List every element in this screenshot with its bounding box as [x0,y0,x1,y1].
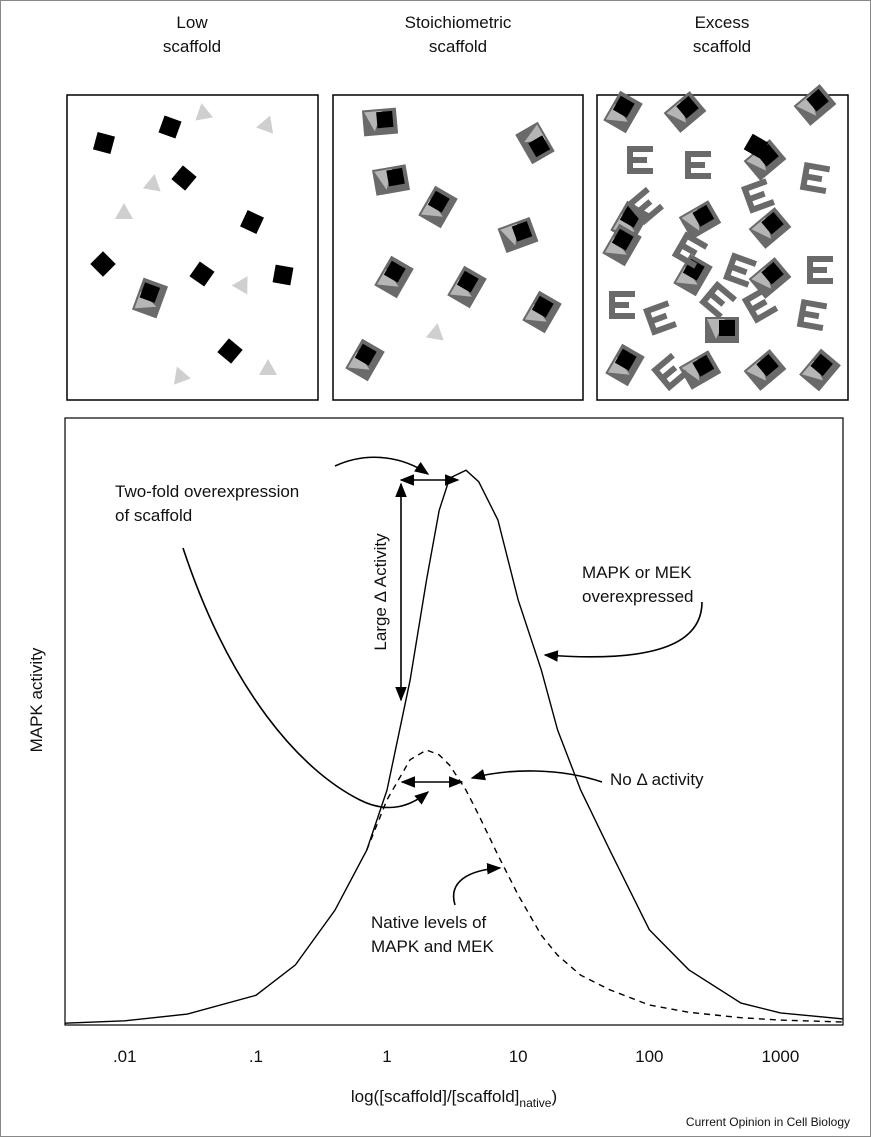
panel-title: Low [176,13,208,32]
panel-title: scaffold [429,37,487,56]
scaffold [651,353,689,391]
x-tick-label: .01 [113,1047,137,1066]
mek [168,363,190,384]
complex [744,349,787,391]
panel-title: Excess [695,13,750,32]
x-axis-label-part: native [519,1096,551,1110]
complex [794,84,837,126]
complex [447,266,487,308]
kinase [273,265,294,286]
complex [362,108,398,137]
scaffold [699,281,737,319]
scaffold [741,178,775,213]
mek [256,112,278,133]
scaffold [643,300,677,335]
annotation: MAPK and MEK [371,937,494,956]
complex [673,254,713,296]
x-axis-label-part: log([scaffold]/[scaffold] [351,1087,520,1106]
arrows [183,457,702,905]
complex [132,278,168,319]
x-axis-label-part: ) [551,1087,557,1106]
panel-title: scaffold [163,37,221,56]
scaffold [807,256,833,284]
scaffold [797,299,827,331]
mek [193,102,214,121]
complex [418,186,458,228]
scaffold [800,162,830,194]
kinase [240,210,264,234]
x-axis-label: log([scaffold]/[scaffold]native) [351,1087,557,1110]
figure: Current Opinion in Cell Biology Low scaff… [0,0,871,1137]
kinase [217,338,242,363]
annotation: MAPK or MEK [582,563,692,582]
y-axis-label: MAPK activity [27,647,46,752]
annotation: Two-fold overexpression [115,482,299,501]
x-tick-label: 100 [635,1047,663,1066]
annotation: Native levels of [371,913,487,932]
annotation: Large Δ Activity [371,533,390,651]
panel-title: Stoichiometric [405,13,512,32]
source-credit: Current Opinion in Cell Biology [686,1115,850,1129]
complex [799,349,841,392]
kinase [189,261,214,286]
complex [498,217,539,253]
kinase [171,165,196,190]
complex [522,291,562,333]
annotation: No Δ activity [610,770,704,789]
complex [705,317,739,343]
scaffold [627,146,653,174]
complex [515,122,555,164]
frame [1,1,871,1137]
kinase [158,115,181,138]
complex [664,91,707,133]
kinase [90,251,115,276]
complex [345,339,385,381]
kinase [93,132,115,154]
x-tick-label: 10 [509,1047,528,1066]
complex [374,256,414,298]
x-tick-label: 1000 [762,1047,800,1066]
panels [67,84,848,400]
mek [259,359,277,375]
complex [605,344,645,386]
mek [426,322,447,341]
panel-title: scaffold [693,37,751,56]
x-tick-label: .1 [249,1047,263,1066]
complex [603,91,643,133]
complex [372,164,410,196]
mek [232,272,256,295]
mek [115,203,133,219]
x-tick-label: 1 [382,1047,391,1066]
annotation: overexpressed [582,587,694,606]
annotation: of scaffold [115,506,192,525]
data-line [367,750,843,1022]
scaffold [685,151,711,179]
scaffold [609,291,635,319]
complex [749,207,792,249]
mek [143,173,164,192]
